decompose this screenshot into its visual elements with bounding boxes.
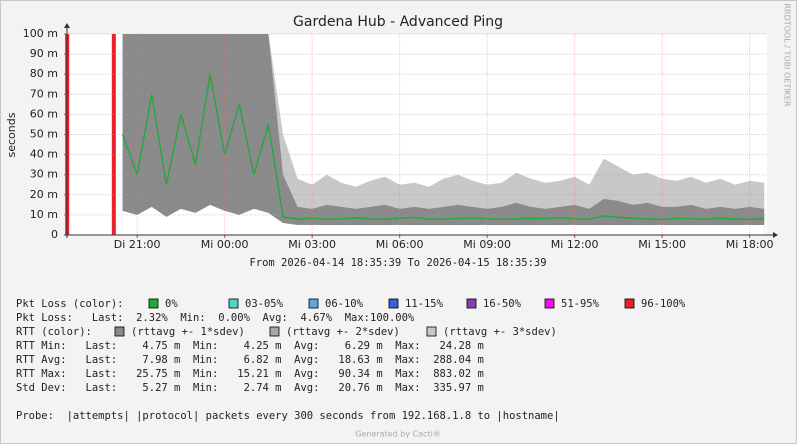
legend-label: 11-15%: [405, 298, 444, 310]
rtt-band: [122, 34, 765, 235]
legend-swatch: [426, 326, 437, 337]
range-text: From 2026-04-14 18:35:39 To 2026-04-15 1…: [249, 257, 546, 269]
legend-label: Pkt Loss (color):: [16, 298, 123, 310]
y-tick-label: 60 m: [30, 107, 58, 120]
chart-title: Gardena Hub - Advanced Ping: [293, 14, 503, 30]
legend-swatch: [388, 298, 399, 309]
y-tick-label: 50 m: [30, 128, 58, 141]
rtt-stats: RTT Max: Last: 25.75 m Min: 15.21 m Avg:…: [16, 368, 484, 380]
y-tick-label: 0: [51, 228, 58, 241]
rtt-stats: RTT Avg: Last: 7.98 m Min: 6.82 m Avg: 1…: [16, 354, 484, 366]
y-axis-label: seconds: [5, 112, 18, 157]
legend-swatch: [114, 326, 125, 337]
y-tick-label: 20 m: [30, 188, 58, 201]
legend-swatch: [269, 326, 280, 337]
legend-swatch: [148, 298, 159, 309]
y-tick-label: 80 m: [30, 67, 58, 80]
side-text: RRDTOOL / TOBI OETIKER: [783, 3, 792, 106]
legend-label: 96-100%: [641, 298, 686, 310]
y-tick-label: 40 m: [30, 148, 58, 161]
y-tick-label: 10 m: [30, 208, 58, 221]
x-tick-label: Mi 12:00: [551, 238, 599, 251]
y-tick-label: 30 m: [30, 168, 58, 181]
probe-text: Probe: |attempts| |protocol| packets eve…: [16, 410, 560, 422]
rtt-band: [122, 204, 765, 235]
x-tick-label: Di 21:00: [114, 238, 161, 251]
y-tick-label: 70 m: [30, 87, 58, 100]
axis-arrow: [64, 23, 70, 28]
legend-swatch: [466, 298, 477, 309]
legend-label: RTT (color):: [16, 326, 92, 338]
x-tick-label: Mi 00:00: [201, 238, 249, 251]
y-tick-label: 90 m: [30, 47, 58, 60]
x-tick-label: Mi 03:00: [288, 238, 336, 251]
x-tick-label: Mi 06:00: [376, 238, 424, 251]
rtt-stats: RTT Min: Last: 4.75 m Min: 4.25 m Avg: 6…: [16, 340, 484, 352]
legend-label: (rttavg +- 1*sdev): [131, 326, 245, 338]
x-tick-label: Mi 15:00: [638, 238, 686, 251]
legend-swatch: [544, 298, 555, 309]
loss-bar: [111, 34, 116, 235]
legend-swatch: [228, 298, 239, 309]
legend-label: 16-50%: [483, 298, 522, 310]
legend-swatch: [308, 298, 319, 309]
rtt-stats: Std Dev: Last: 5.27 m Min: 2.74 m Avg: 2…: [16, 382, 484, 394]
legend-label: 0%: [165, 298, 178, 310]
legend-label: (rttavg +- 2*sdev): [286, 326, 400, 338]
x-tick-label: Mi 18:00: [726, 238, 774, 251]
legend-label: (rttavg +- 3*sdev): [443, 326, 557, 338]
legend-swatch: [624, 298, 635, 309]
legend-label: 51-95%: [561, 298, 600, 310]
rtt-median-line: [121, 74, 765, 220]
legend-label: 06-10%: [325, 298, 364, 310]
y-tick-label: 100 m: [23, 27, 58, 40]
legend-label: 03-05%: [245, 298, 284, 310]
loss-stats: Pkt Loss: Last: 2.32% Min: 0.00% Avg: 4.…: [16, 312, 415, 324]
axis-arrow: [773, 232, 778, 238]
footer: Generated by Cacti®: [355, 430, 441, 439]
x-tick-label: Mi 09:00: [463, 238, 511, 251]
